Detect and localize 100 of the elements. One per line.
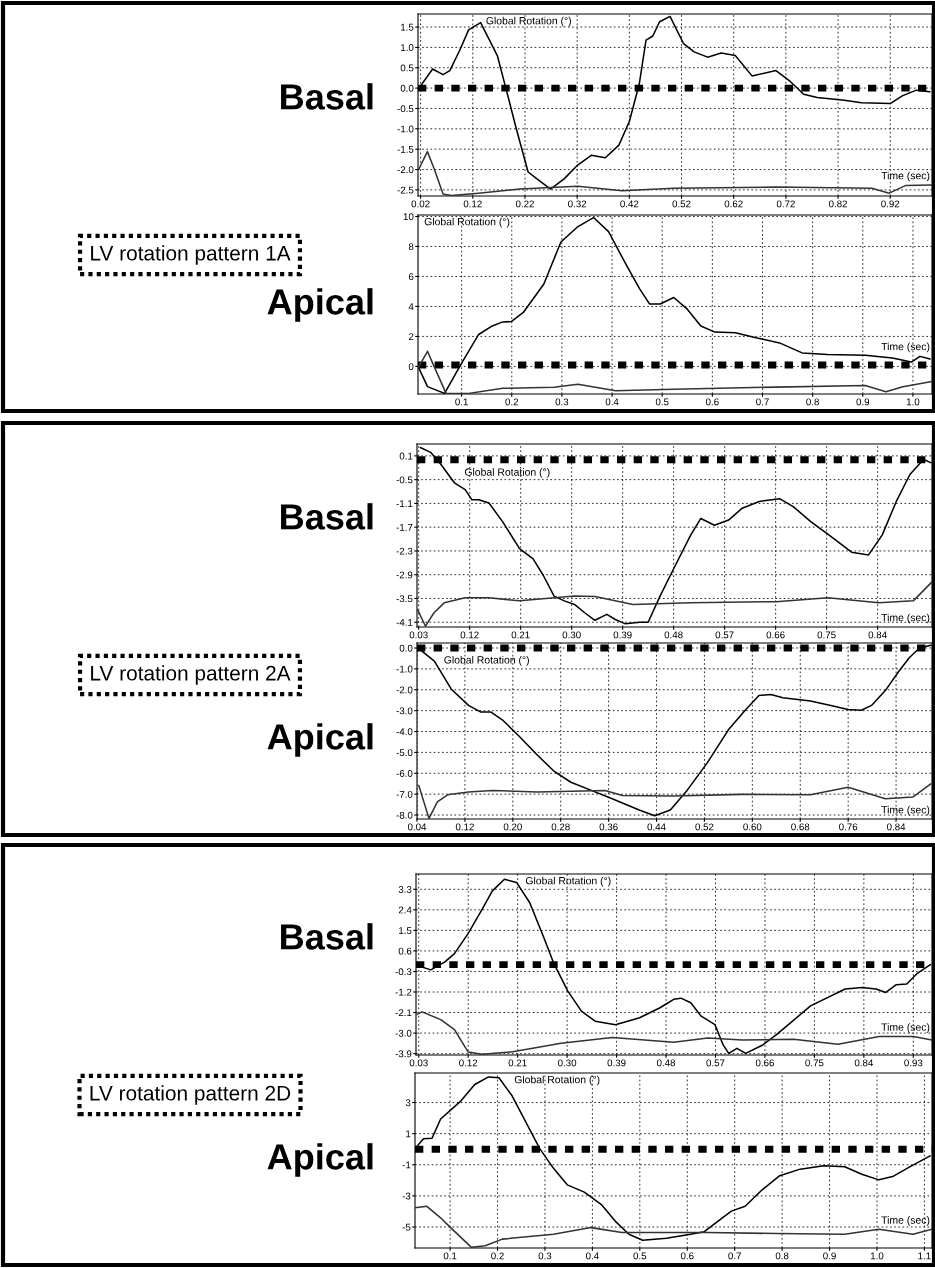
x-tick-label: 0.03 [409, 1059, 428, 1067]
y-tick-label: -0.5 [396, 476, 413, 484]
y-axis-title: Global Rotation (°) [464, 468, 550, 478]
x-tick-label: 0.22 [515, 200, 534, 208]
x-tick-label: 0.75 [805, 1059, 824, 1067]
x-tick-label: 0.62 [724, 200, 743, 208]
x-tick-label: 0.84 [854, 1059, 874, 1067]
x-axis-title: Time (sec) [881, 1023, 930, 1033]
x-tick-label: 0.42 [620, 200, 639, 208]
x-tick-label: 0.7 [756, 398, 769, 406]
x-tick-label: 0.66 [755, 1059, 774, 1067]
y-tick-label: 3 [405, 1099, 411, 1107]
x-tick-label: 0.4 [586, 1252, 599, 1260]
y-tick-label: -5 [402, 1223, 411, 1231]
x-tick-label: 0.12 [459, 1059, 478, 1067]
x-tick-label: 0.8 [806, 398, 819, 406]
y-tick-label: -1 [402, 1161, 411, 1169]
x-tick-label: 0.93 [904, 1059, 923, 1067]
x-tick-label: 0.84 [886, 823, 906, 831]
x-tick-label: 0.36 [599, 823, 618, 831]
y-tick-label: -1.5 [397, 146, 414, 153]
y-tick-label: -2.0 [396, 686, 413, 694]
y-tick-label: -1.0 [397, 125, 414, 133]
y-tick-label: 0.1 [399, 452, 413, 460]
text: Basal [281, 503, 373, 530]
y-tick-label: 0 [408, 363, 414, 371]
y-tick-label: 1.0 [401, 44, 414, 52]
x-tick-label: 0.52 [695, 823, 714, 831]
x-tick-label: 0.28 [551, 823, 570, 831]
y-tick-label: -1.2 [395, 988, 412, 996]
y-tick-label: -6.0 [396, 770, 413, 777]
x-tick-label: 0.5 [633, 1252, 647, 1260]
y-tick-label: -5.0 [396, 749, 413, 757]
y-tick-label: -4.0 [396, 728, 413, 736]
text: Basal [281, 83, 373, 110]
y-tick-label: 0.0 [399, 644, 413, 652]
x-tick-label: 0.1 [443, 1252, 457, 1260]
y-tick-label: -1.7 [396, 524, 413, 531]
text: Apical [267, 288, 373, 322]
text: Basal [281, 923, 373, 950]
x-tick-label: 0.60 [743, 823, 762, 831]
x-tick-label: 0.66 [766, 631, 785, 639]
y-tick-label: 1 [406, 1130, 411, 1138]
y-tick-label: -2.5 [397, 186, 414, 194]
x-tick-label: 0.02 [411, 200, 430, 208]
y-tick-label: -3 [402, 1192, 411, 1200]
y-tick-label: 0.5 [400, 64, 414, 72]
y-tick-label: -8.0 [396, 811, 413, 819]
x-tick-label: 0.75 [817, 631, 836, 639]
y-tick-label: -3.0 [395, 1029, 412, 1037]
x-tick-label: 0.76 [839, 823, 858, 831]
x-tick-label: 0.1 [455, 398, 468, 406]
y-tick-label: -3.5 [396, 595, 413, 603]
x-tick-label: 0.39 [607, 1059, 626, 1067]
y-tick-label: 8 [408, 243, 414, 251]
x-tick-label: 0.03 [409, 631, 428, 639]
x-tick-label: 1.0 [870, 1252, 884, 1260]
x-tick-label: 0.82 [828, 200, 848, 208]
x-tick-label: 1.0 [906, 398, 920, 406]
x-axis-title: Time (sec) [881, 342, 930, 353]
x-tick-label: 0.4 [605, 398, 619, 406]
x-tick-label: 0.12 [455, 823, 474, 831]
y-tick-label: 2.4 [398, 906, 412, 914]
x-tick-label: 0.20 [503, 823, 522, 831]
x-tick-label: 0.3 [555, 398, 569, 406]
x-tick-label: 0.3 [538, 1252, 552, 1260]
x-tick-label: 0.21 [508, 1059, 527, 1067]
x-tick-label: 0.52 [672, 200, 691, 208]
y-tick-label: 3.3 [398, 886, 412, 893]
x-tick-label: 0.9 [856, 398, 870, 406]
y-tick-label: -7.0 [396, 790, 413, 798]
x-axis-title: Time (sec) [881, 805, 930, 816]
text: Apical [267, 1143, 373, 1177]
y-tick-label: 10 [403, 213, 414, 221]
text: LV rotation pattern 1A [91, 245, 291, 265]
y-tick-label: -2.1 [395, 1009, 412, 1017]
x-tick-label: 0.44 [647, 823, 666, 831]
x-tick-label: 0.84 [868, 631, 887, 639]
x-tick-label: 0.2 [491, 1252, 504, 1260]
y-tick-label: -1.1 [396, 500, 413, 507]
y-axis-title: Global Rotation (°) [424, 217, 510, 228]
y-tick-label: -1.0 [396, 665, 413, 673]
y-axis-title: Global Rotation (°) [444, 655, 529, 666]
y-axis-title: Global Rotation (°) [486, 16, 571, 27]
x-axis-title: Time (sec) [881, 613, 930, 624]
x-tick-label: 0.8 [775, 1252, 789, 1260]
y-tick-label: -2.9 [396, 571, 413, 579]
x-tick-label: 0.5 [655, 398, 669, 406]
x-axis-title: Time (sec) [881, 171, 930, 182]
y-tick-label: 0.0 [400, 84, 414, 92]
x-tick-label: 0.48 [664, 631, 683, 639]
y-tick-label: 1.5 [399, 927, 412, 934]
x-tick-label: 0.48 [656, 1059, 676, 1067]
x-tick-label: 0.72 [776, 200, 795, 208]
y-tick-label: -3.9 [395, 1050, 412, 1058]
y-tick-label: -0.3 [395, 968, 412, 976]
x-tick-label: 0.21 [511, 631, 530, 639]
x-tick-label: 0.30 [558, 1059, 577, 1067]
text: LV rotation pattern 2A [91, 665, 291, 685]
x-tick-label: 0.39 [613, 631, 632, 639]
